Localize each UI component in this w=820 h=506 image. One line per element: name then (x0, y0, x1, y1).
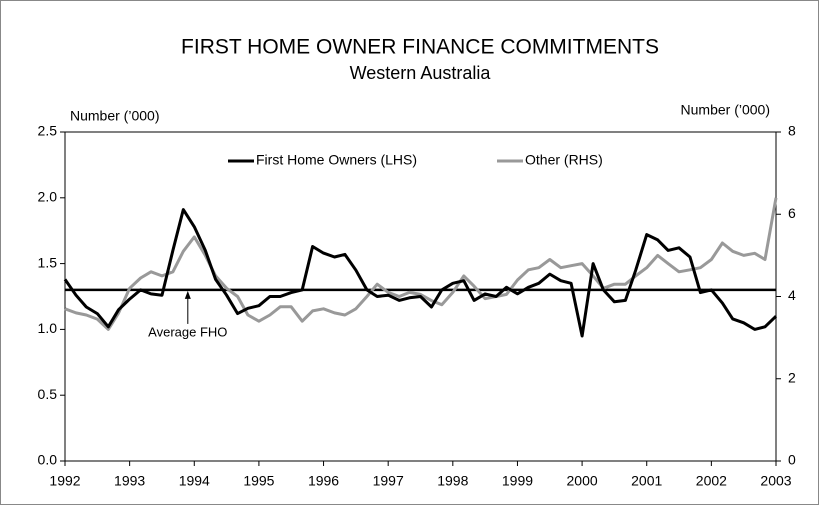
x-tick-label: 1996 (308, 473, 339, 489)
legend-label: First Home Owners (LHS) (256, 152, 417, 168)
y-axis-label: Number (’000) (70, 108, 159, 124)
x-tick-label: 2003 (760, 473, 791, 489)
y2-tick-label: 8 (788, 123, 796, 139)
x-tick-label: 2001 (631, 473, 662, 489)
x-tick-label: 1992 (49, 473, 80, 489)
x-tick-label: 1997 (373, 473, 404, 489)
y-tick-label: 0.5 (38, 386, 58, 402)
y-tick-label: 1.0 (38, 320, 58, 336)
legend-label: Other (RHS) (525, 152, 603, 168)
y-tick-label: 2.0 (38, 189, 58, 205)
chart-subtitle: Western Australia (350, 63, 492, 83)
x-tick-label: 2000 (567, 473, 598, 489)
y-tick-label: 2.5 (38, 123, 58, 139)
y2-tick-label: 2 (788, 369, 796, 385)
series-line (64, 197, 778, 331)
x-tick-label: 1994 (179, 473, 210, 489)
annotation-arrowhead (184, 290, 191, 299)
x-tick-label: 1998 (437, 473, 468, 489)
y-tick-label: 0.0 (38, 452, 58, 468)
y2-tick-label: 4 (788, 287, 796, 303)
y-tick-label: 1.5 (38, 254, 58, 270)
x-tick-label: 1993 (114, 473, 145, 489)
series-line (63, 208, 778, 338)
x-tick-label: 2002 (696, 473, 727, 489)
y2-tick-label: 6 (788, 205, 796, 221)
x-tick-label: 1995 (243, 473, 274, 489)
annotation: Average FHO (148, 324, 227, 339)
x-tick-label: 1999 (502, 473, 533, 489)
y2-axis-label: Number (’000) (681, 102, 770, 118)
y2-tick-label: 0 (788, 452, 796, 468)
chart-title: FIRST HOME OWNER FINANCE COMMITMENTS (181, 36, 659, 59)
